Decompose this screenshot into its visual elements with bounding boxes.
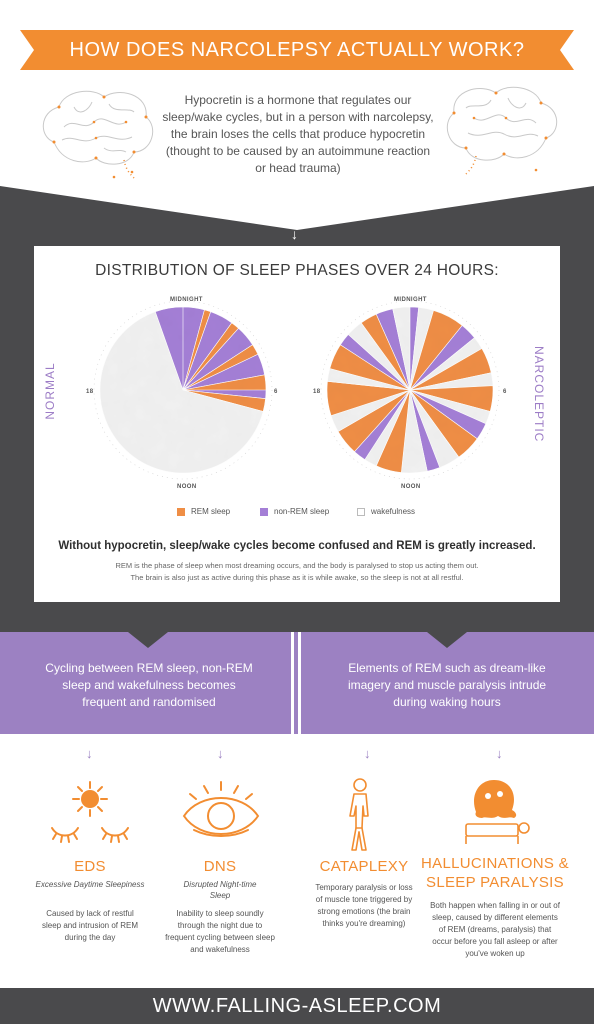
legend-wake: wakefulness <box>357 507 415 516</box>
chart-detail-line2: The brain is also just as active during … <box>130 573 464 582</box>
legend-nonrem: non-REM sleep <box>260 507 329 516</box>
arrow-down-icon: ↓ <box>291 226 298 242</box>
arrow-eds-icon: ↓ <box>86 746 93 761</box>
eds-description: Caused by lack of restful sleep and intr… <box>41 909 139 942</box>
narco-18-label: 18 <box>313 389 321 395</box>
normal-noon-label: NOON <box>177 484 197 490</box>
cataplexy-description: Temporary paralysis or loss of muscle to… <box>315 883 413 928</box>
dns-description: Inability to sleep soundly through the n… <box>165 909 275 954</box>
arrow-cataplexy-icon: ↓ <box>364 746 371 761</box>
normal-6-label: 6 <box>274 389 278 395</box>
ghost-bed-icon <box>465 780 530 844</box>
footer-band <box>0 988 594 1024</box>
arrow-hallucination-icon: ↓ <box>496 746 503 761</box>
effects-divider-left <box>291 632 294 734</box>
brain-left-icon <box>42 90 154 179</box>
narco-midnight-label: MIDNIGHT <box>394 297 427 303</box>
legend-rem-label: REM sleep <box>191 507 231 516</box>
dns-title: DNS <box>203 858 237 875</box>
falling-person-icon <box>349 778 369 851</box>
effects-divider-right <box>298 632 301 734</box>
sleep-phase-charts <box>93 300 500 480</box>
narco-noon-label: NOON <box>401 484 421 490</box>
legend-swatch-nonrem <box>260 507 268 516</box>
eds-subtitle: Excessive Daytime Sleepiness <box>35 880 145 889</box>
footer-url[interactable]: WWW.FALLING-ASLEEP.COM <box>152 995 442 1017</box>
chart-summary: Without hypocretin, sleep/wake cycles be… <box>58 540 536 552</box>
hallucinations-title: HALLUCINATIONS & SLEEP PARALYSIS <box>421 855 569 891</box>
eds-title: EDS <box>74 858 106 875</box>
arrow-dns-icon: ↓ <box>217 746 224 761</box>
sun-sleepy-eyes-icon <box>51 781 129 843</box>
effect-left-text: Cycling between REM sleep, non-REM sleep… <box>45 661 253 709</box>
cataplexy-title: CATAPLEXY <box>319 858 409 875</box>
legend-swatch-rem <box>177 507 185 516</box>
hallucinations-description: Both happen when falling in or out of sl… <box>430 901 560 958</box>
legend-swatch-wake <box>357 507 365 516</box>
narco-segment-wakefulness <box>392 306 411 391</box>
banner-ribbon <box>20 30 574 70</box>
legend-rem: REM sleep <box>177 507 230 516</box>
narco-clock-ring <box>320 300 500 480</box>
normal-segment-wakefulness <box>99 311 264 474</box>
narco-6-label: 6 <box>503 389 507 395</box>
normal-18-label: 18 <box>86 389 94 395</box>
chart-title: DISTRIBUTION OF SLEEP PHASES OVER 24 HOU… <box>95 262 499 279</box>
page-title: HOW DOES NARCOLEPSY ACTUALLY WORK? <box>69 39 525 61</box>
brain-right-icon <box>446 86 558 175</box>
effects-band <box>0 632 594 734</box>
normal-segment-non-rem <box>154 306 184 391</box>
chart-detail: REM is the phase of sleep when most drea… <box>60 560 534 584</box>
title-banner: HOW DOES NARCOLEPSY ACTUALLY WORK? <box>20 30 574 70</box>
dns-subtitle: Disrupted Night-time Sleep <box>183 880 257 900</box>
eye-moon-icon <box>182 781 260 837</box>
normal-midnight-label: MIDNIGHT <box>170 297 203 303</box>
chart-detail-line1: REM is the phase of sleep when most drea… <box>115 561 479 570</box>
legend-nonrem-label: non-REM sleep <box>274 507 330 516</box>
intro-text: Hypocretin is a hormone that regulates o… <box>162 93 434 175</box>
normal-clock-ring <box>93 300 273 480</box>
effect-right-text: Elements of REM such as dream-like image… <box>347 661 547 709</box>
effects-notches <box>128 632 467 648</box>
legend-wake-label: wakefulness <box>371 507 416 516</box>
